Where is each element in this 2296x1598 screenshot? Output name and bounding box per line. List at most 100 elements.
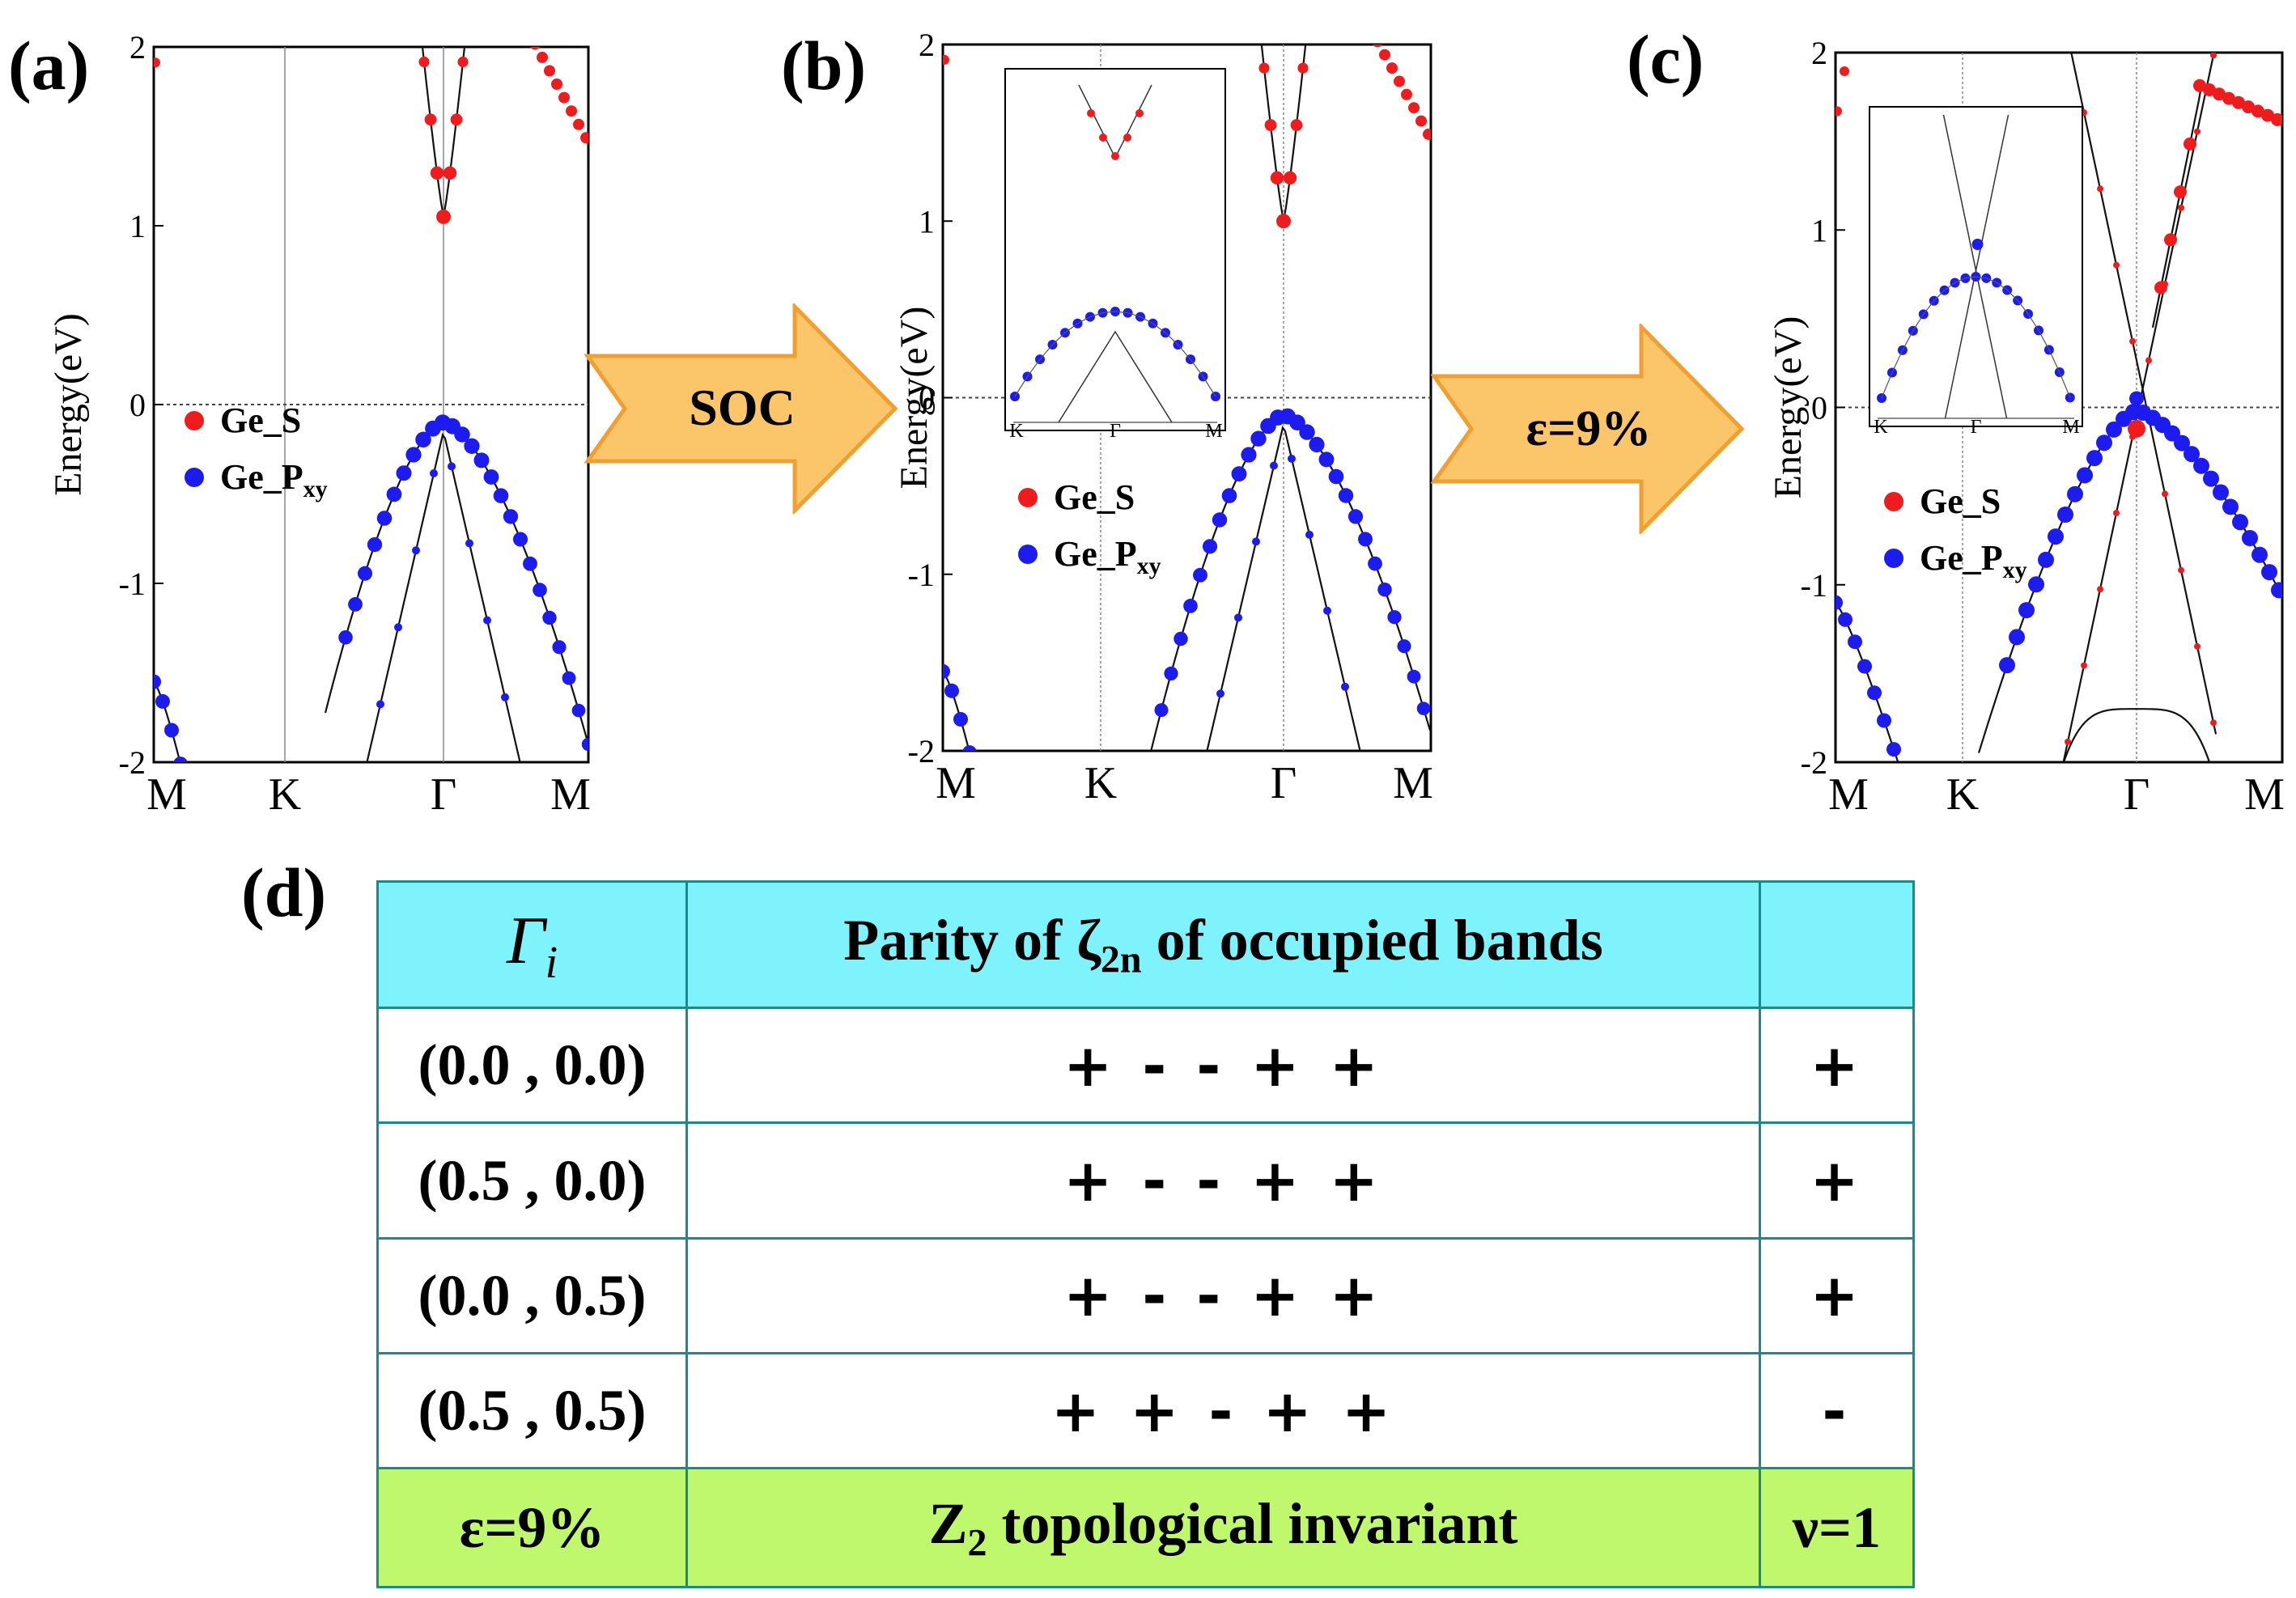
table-header-row: Γi Parity of ζ2n of occupied bands: [376, 880, 1915, 1009]
product-cell: +: [1759, 1121, 1915, 1240]
inset-dot: [1099, 134, 1107, 142]
conduction-band-dot: [2222, 91, 2235, 105]
conduction-band-dot: [2251, 104, 2264, 118]
light-band: [366, 432, 521, 762]
conduction-band-dot: [2184, 137, 2196, 150]
valence-band-dot: [581, 737, 588, 752]
y-tick-label: -1: [1801, 567, 1827, 604]
valence-band-dot: [2106, 421, 2122, 438]
legend-label: Ge_S: [220, 401, 301, 440]
conduction-band-dot: [2232, 95, 2245, 109]
conduction-band-dot: [558, 91, 570, 104]
light-band-dot: [1216, 689, 1224, 698]
product-cell: -: [1759, 1352, 1915, 1470]
conduction-band-dot: [1386, 62, 1398, 74]
inset-band: [1058, 330, 1173, 423]
inset-dot: [1123, 134, 1131, 142]
kpoint-cell: (0.5 , 0.0): [376, 1121, 688, 1240]
valence-band-dot: [2232, 514, 2248, 531]
y-tick-label: 2: [129, 29, 146, 66]
k-point-label: M: [2244, 769, 2285, 820]
crossing-band-dot: [2145, 357, 2152, 364]
k-point-label: M: [1828, 769, 1869, 820]
valence-band-dot: [386, 486, 402, 502]
parity-cell: + - - + +: [685, 1121, 1761, 1240]
crossing-band-dot: [2065, 738, 2071, 745]
light-band-dot: [1234, 613, 1242, 622]
conduction-band-dot: [551, 78, 562, 90]
kpoint-cell: (0.5 , 0.5): [376, 1352, 688, 1470]
valence-band-dot: [512, 532, 528, 547]
valence-band-dot: [415, 431, 431, 448]
legend-marker: [1018, 545, 1038, 564]
k-point-label: M: [1393, 758, 1433, 808]
edge-band-dot: [1857, 659, 1872, 674]
valence-band-dot: [1250, 430, 1267, 447]
valence-band-dot: [1309, 436, 1325, 453]
conduction-band-dot: [418, 56, 430, 68]
valence-band-dot: [1416, 702, 1431, 715]
y-tick-label: -1: [908, 557, 935, 593]
light-band-dot: [430, 469, 438, 477]
inset-frame: [1869, 106, 2083, 427]
band-panel-a: Ge_S Ge_Pxy: [152, 45, 590, 764]
band-lines: [1836, 53, 2282, 762]
valence-band-dot: [2222, 498, 2239, 515]
light-band-dot: [376, 700, 384, 709]
lower-band: [2062, 708, 2211, 762]
conduction-band-dot: [2164, 233, 2177, 247]
conduction-band-dot: [2203, 83, 2216, 96]
inset-k-label: M: [2062, 417, 2079, 438]
parity-cell: + + - + +: [685, 1352, 1761, 1470]
conduction-band-dot: [2213, 87, 2226, 101]
inset-dot: [1971, 239, 1984, 250]
legend-marker: [185, 411, 204, 430]
light-band-dot: [448, 462, 456, 471]
light-band-dot: [1305, 530, 1314, 539]
parity-cell: + - - + +: [685, 1006, 1761, 1125]
edge-band-dot: [962, 745, 977, 751]
valence-band-dot: [1358, 532, 1373, 547]
k-point-label: M: [146, 769, 187, 820]
valence-band-dot: [1999, 657, 2015, 674]
valence-band-dot: [1347, 509, 1364, 524]
inset-k-label: M: [1205, 421, 1222, 442]
inset-k-label: Γ: [1971, 417, 1982, 438]
y-tick-label: -2: [1801, 744, 1827, 781]
valence-band-dot: [493, 488, 509, 503]
y-tick-label: 2: [1811, 35, 1827, 71]
valence-band: [324, 422, 588, 742]
conduction-band: [1260, 45, 1307, 222]
edge-band-dot: [1836, 595, 1843, 610]
product-cell: +: [1759, 1006, 1915, 1125]
valence-band-dot: [2057, 507, 2073, 523]
product-cell: +: [1759, 1236, 1915, 1355]
valence-band-dot: [338, 630, 353, 645]
valence-band-dot: [2261, 564, 2277, 581]
kpoint-cell: (0.0 , 0.0): [376, 1006, 688, 1125]
edge-band-dot: [1838, 612, 1853, 627]
valence-band-dot: [1183, 599, 1198, 613]
valence-band-dot: [533, 583, 547, 597]
conduction-band-dot: [1372, 45, 1383, 48]
band-lines: [943, 45, 1431, 751]
k-point-label: Γ: [431, 769, 456, 820]
k-point-label: K: [1946, 769, 1979, 820]
y-tick-label: 1: [1811, 212, 1827, 248]
valence-band-dot: [2193, 457, 2209, 474]
valence-band-dot: [348, 596, 363, 612]
crossing-band-dot: [2129, 337, 2136, 345]
header-kpoint: Γi: [376, 880, 688, 1009]
conduction-band-dot: [544, 65, 555, 77]
conduction-band-dot: [1297, 62, 1309, 74]
strain-arrow-label: ε=9%: [1526, 401, 1652, 456]
valence-band-dot: [2009, 629, 2025, 646]
edge-band-dot: [943, 663, 950, 679]
soc-arrow: SOC: [584, 303, 898, 514]
conduction-band-dot: [530, 47, 540, 50]
inset-dot: [1111, 152, 1119, 160]
valence-band-dot: [1387, 610, 1402, 625]
light-band-dot: [1323, 606, 1331, 615]
strain-cell: ε=9%: [376, 1467, 688, 1588]
valence-band-dot: [454, 426, 470, 443]
